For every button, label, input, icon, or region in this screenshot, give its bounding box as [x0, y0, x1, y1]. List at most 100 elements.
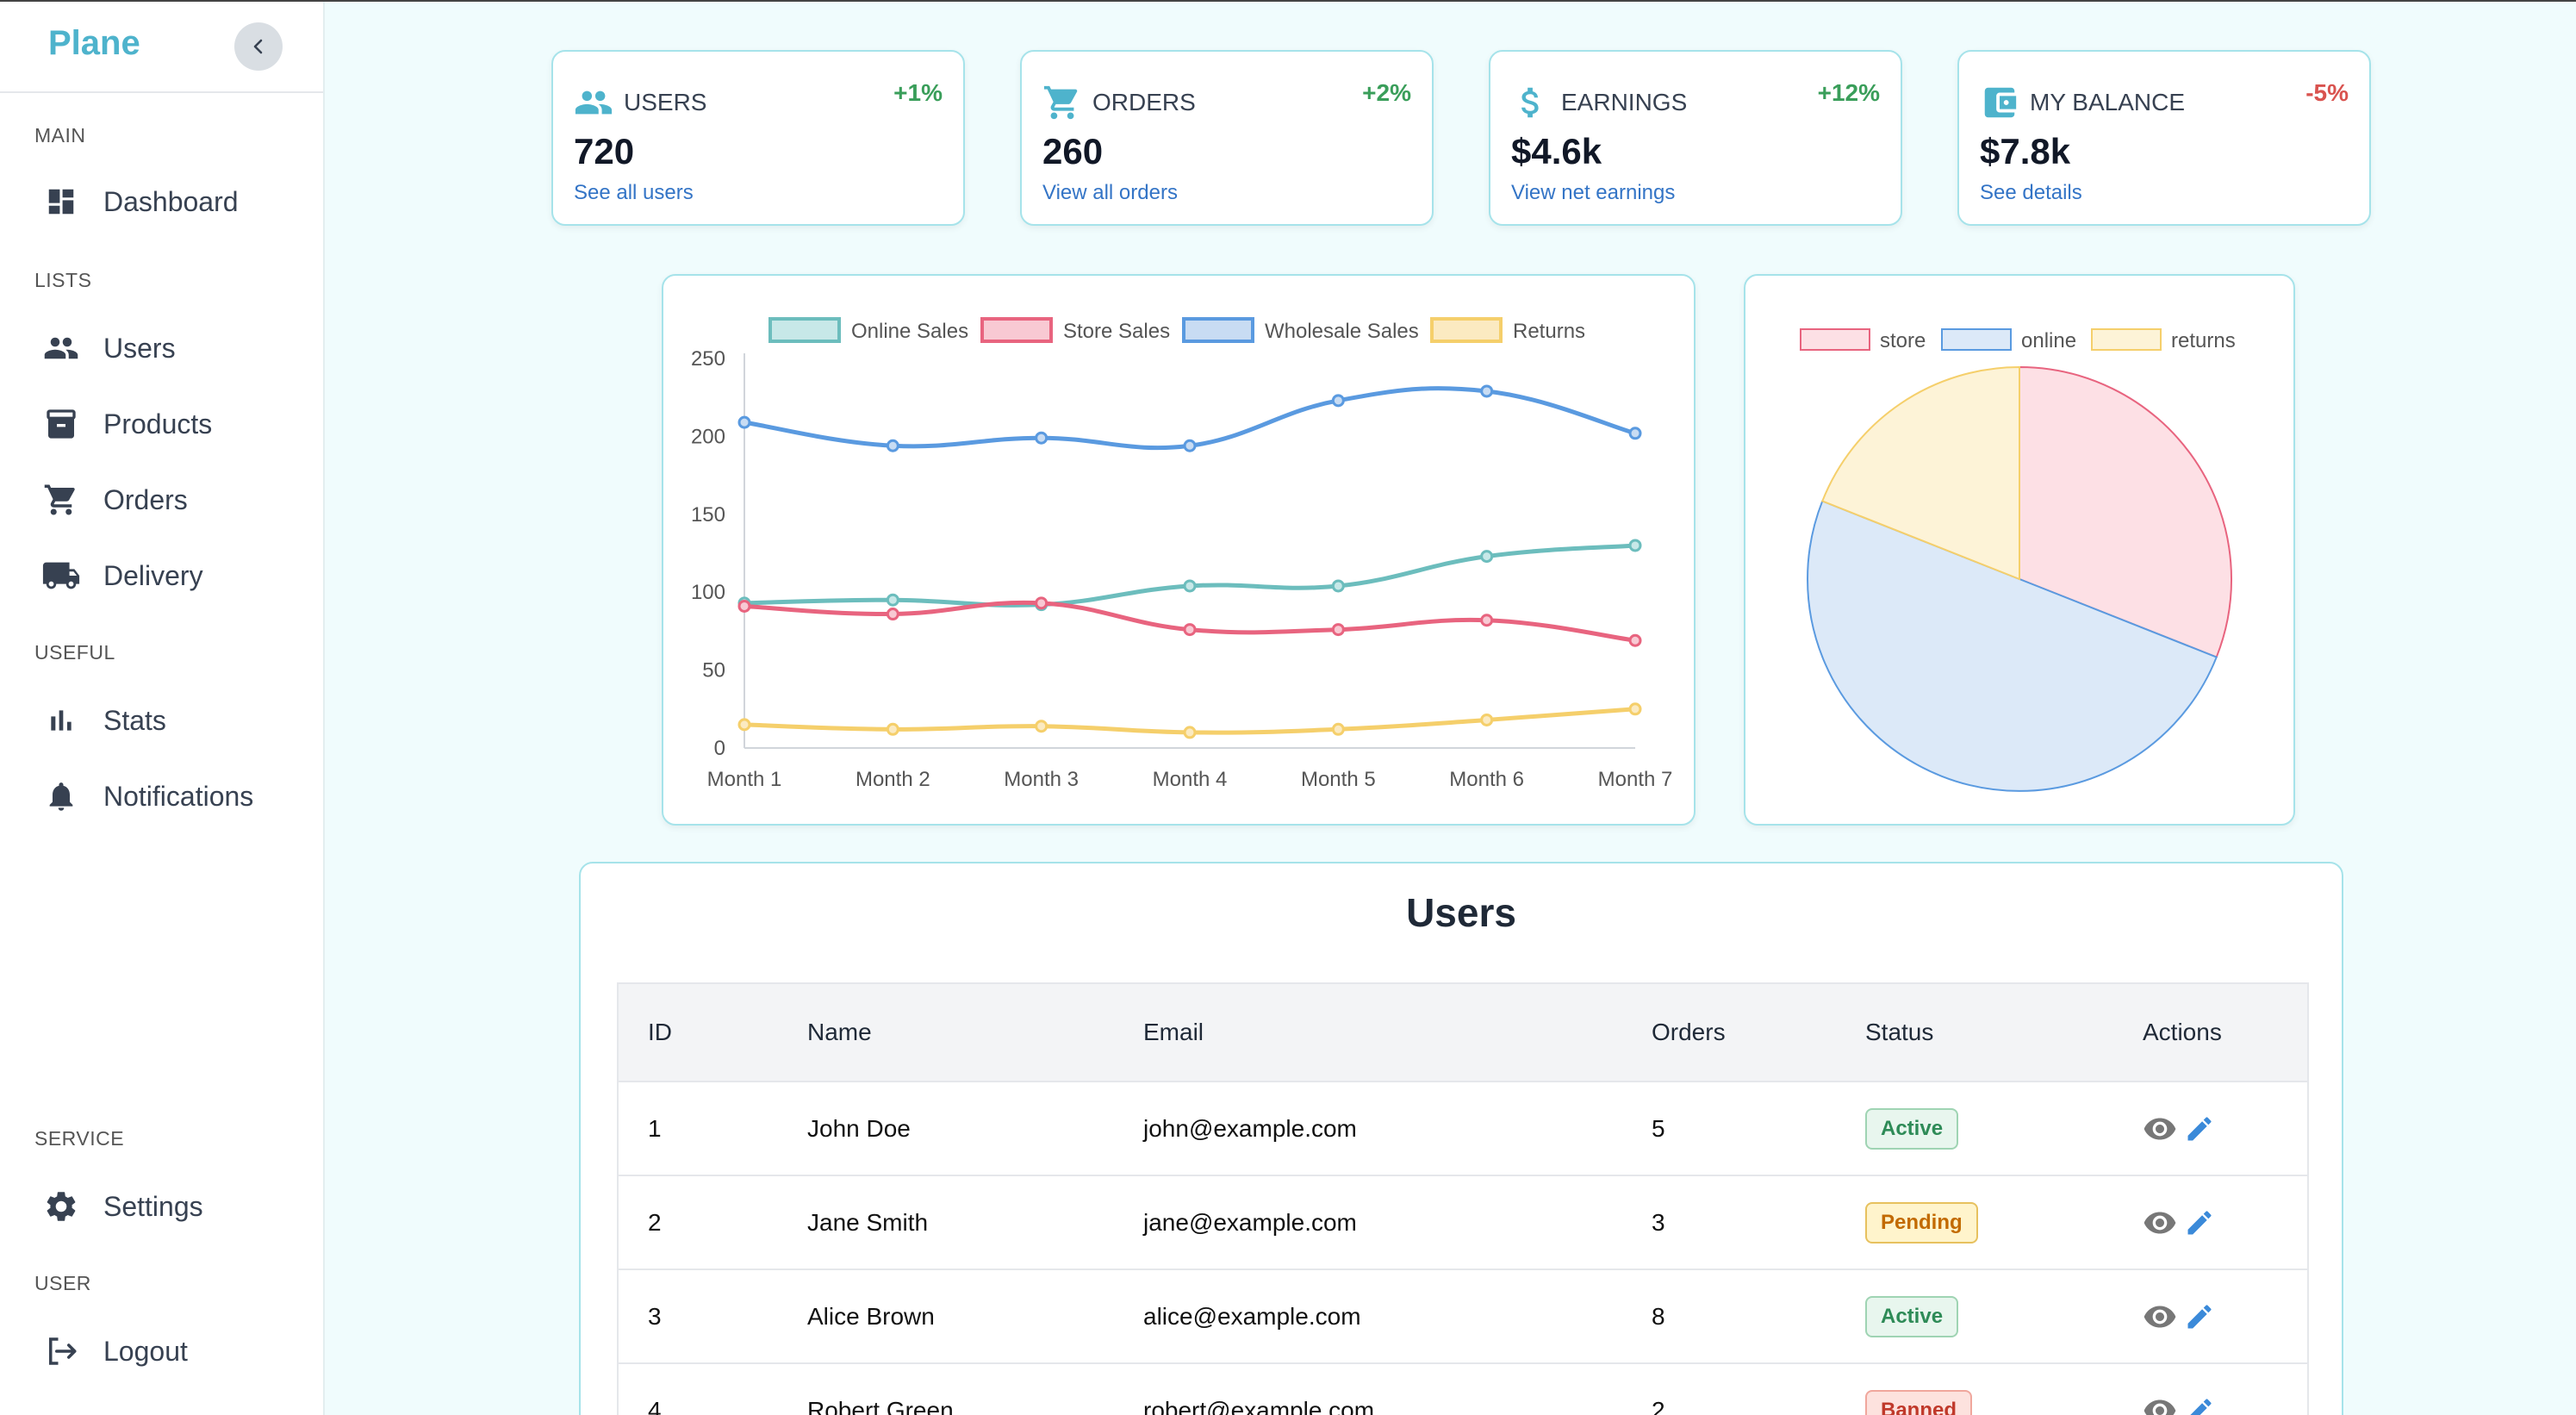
col-header-email[interactable]: Email: [1114, 983, 1622, 1082]
data-point[interactable]: [1628, 702, 1642, 716]
data-point[interactable]: [1480, 713, 1494, 726]
pencil-icon[interactable]: [2184, 1301, 2215, 1332]
col-header-status[interactable]: Status: [1836, 983, 2113, 1082]
col-header-id[interactable]: ID: [618, 983, 778, 1082]
card-link[interactable]: See details: [1980, 181, 2082, 204]
sidebar-item-dashboard[interactable]: Dashboard: [40, 178, 239, 226]
data-point[interactable]: [886, 608, 899, 621]
row-actions: [2143, 1393, 2307, 1415]
eye-icon[interactable]: [2143, 1393, 2177, 1415]
cell-actions: [2113, 1175, 2308, 1269]
cell-orders: 8: [1622, 1269, 1836, 1363]
legend-item[interactable]: Store Sales: [980, 317, 1170, 343]
card-link[interactable]: See all users: [574, 181, 694, 204]
data-point[interactable]: [1628, 633, 1642, 647]
legend-item[interactable]: returns: [2091, 328, 2236, 352]
pie-slice[interactable]: [2019, 365, 2232, 658]
pencil-icon[interactable]: [2184, 1113, 2215, 1144]
data-point[interactable]: [1035, 596, 1048, 610]
cell-email: jane@example.com: [1114, 1175, 1622, 1269]
col-header-orders[interactable]: Orders: [1622, 983, 1836, 1082]
data-point[interactable]: [1480, 614, 1494, 627]
data-point[interactable]: [1628, 427, 1642, 440]
legend-item[interactable]: Wholesale Sales: [1182, 317, 1419, 343]
pencil-icon[interactable]: [2184, 1395, 2215, 1415]
y-tick-label: 0: [714, 737, 725, 760]
cart-icon: [1043, 85, 1078, 120]
pencil-icon[interactable]: [2184, 1207, 2215, 1238]
x-tick-label: Month 5: [1301, 768, 1376, 791]
legend-item[interactable]: Returns: [1430, 317, 1585, 343]
data-point[interactable]: [1035, 431, 1048, 445]
eye-icon[interactable]: [2143, 1206, 2177, 1240]
legend-label: Online Sales: [851, 320, 968, 343]
data-point[interactable]: [737, 599, 751, 613]
legend-item[interactable]: Online Sales: [768, 317, 968, 343]
data-point[interactable]: [886, 722, 899, 736]
sidebar-collapse-button[interactable]: [234, 22, 283, 71]
data-point[interactable]: [886, 439, 899, 452]
table-row[interactable]: 4 Robert Green robert@example.com 2 Banned: [618, 1362, 2308, 1415]
brand-logo[interactable]: Plane: [48, 24, 140, 62]
data-point[interactable]: [1183, 439, 1197, 452]
card-percent: +2%: [1362, 79, 1411, 106]
table-row[interactable]: 3 Alice Brown alice@example.com 8 Active: [618, 1269, 2308, 1363]
sidebar-item-settings[interactable]: Settings: [40, 1182, 203, 1231]
card-title: USERS: [624, 89, 707, 115]
sidebar-item-label: Orders: [103, 483, 188, 515]
eye-icon[interactable]: [2143, 1300, 2177, 1334]
section-title-lists: LISTS: [34, 269, 92, 291]
cell-email: robert@example.com: [1114, 1362, 1622, 1415]
dashboard-icon: [40, 180, 83, 223]
section-title-user: USER: [34, 1272, 91, 1294]
sidebar-item-users[interactable]: Users: [40, 324, 176, 372]
data-point[interactable]: [1331, 722, 1345, 736]
data-point[interactable]: [1628, 539, 1642, 552]
legend-swatch: [1800, 328, 1870, 351]
sidebar-item-products[interactable]: Products: [40, 400, 212, 448]
pie-slice[interactable]: [1807, 500, 2218, 792]
sidebar-item-orders[interactable]: Orders: [40, 476, 188, 524]
legend-item[interactable]: online: [1941, 328, 2076, 352]
sidebar-item-logout[interactable]: Logout: [40, 1327, 188, 1375]
section-title-main: MAIN: [34, 124, 86, 146]
status-badge: Pending: [1865, 1201, 1978, 1244]
users-table-title: Users: [1406, 890, 1516, 935]
truck-icon: [40, 554, 83, 597]
sidebar-item-stats[interactable]: Stats: [40, 696, 166, 745]
eye-icon[interactable]: [2143, 1112, 2177, 1146]
sidebar-item-label: Settings: [103, 1190, 203, 1222]
sidebar-item-delivery[interactable]: Delivery: [40, 552, 203, 600]
data-point[interactable]: [737, 718, 751, 732]
legend-label: online: [2021, 329, 2076, 352]
data-point[interactable]: [737, 415, 751, 429]
data-point[interactable]: [1331, 623, 1345, 637]
table-row[interactable]: 2 Jane Smith jane@example.com 3 Pending: [618, 1175, 2308, 1269]
stat-card-balance: MY BALANCE -5% $7.8k See details: [1957, 50, 2371, 226]
data-point[interactable]: [1331, 394, 1345, 408]
data-point[interactable]: [1331, 579, 1345, 593]
sidebar-item-label: Delivery: [103, 559, 203, 591]
users-icon: [575, 90, 613, 115]
data-point[interactable]: [1035, 720, 1048, 733]
card-percent: +1%: [893, 79, 943, 106]
sidebar-item-notifications[interactable]: Notifications: [40, 772, 253, 820]
data-point[interactable]: [1480, 384, 1494, 398]
pie-slice[interactable]: [1820, 365, 2020, 581]
legend-label: Store Sales: [1063, 320, 1170, 343]
cell-name: Robert Green: [778, 1362, 1114, 1415]
data-point[interactable]: [1183, 726, 1197, 739]
data-point[interactable]: [1480, 550, 1494, 564]
legend-item[interactable]: store: [1800, 328, 1926, 352]
table-row[interactable]: 1 John Doe john@example.com 5 Active: [618, 1081, 2308, 1175]
legend-swatch: [768, 317, 841, 343]
data-point[interactable]: [1183, 623, 1197, 637]
col-header-name[interactable]: Name: [778, 983, 1114, 1082]
status-badge: Banned: [1865, 1389, 1973, 1415]
y-tick-label: 250: [691, 347, 725, 371]
card-link[interactable]: View net earnings: [1511, 181, 1676, 204]
data-point[interactable]: [1183, 579, 1197, 593]
card-link[interactable]: View all orders: [1042, 181, 1178, 204]
data-point[interactable]: [886, 593, 899, 607]
archive-box-icon: [40, 402, 83, 446]
